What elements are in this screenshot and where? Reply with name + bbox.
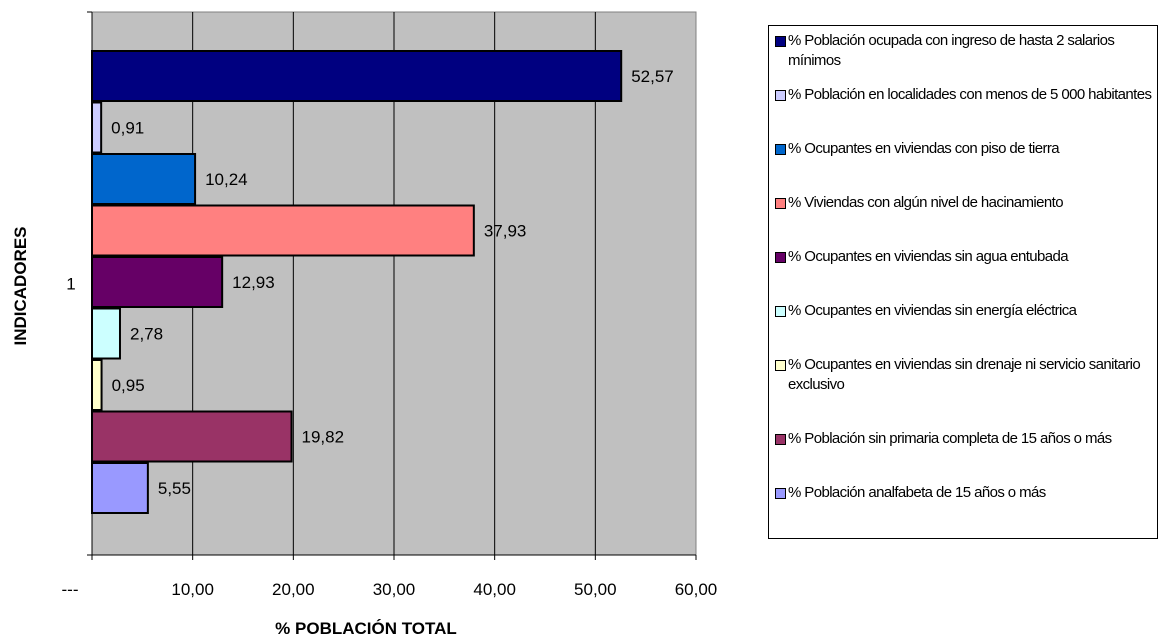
data-label: 2,78 (130, 325, 163, 344)
legend-label: % Viviendas con algún nivel de hacinamie… (788, 194, 1064, 211)
legend-swatch (775, 252, 786, 263)
bar (91, 359, 103, 411)
legend-label: % Ocupantes en viviendas sin energía elé… (788, 302, 1077, 319)
data-label: 37,93 (484, 222, 527, 241)
legend-label: % Ocupantes en viviendas sin drenaje ni … (788, 356, 1141, 393)
legend-swatch (775, 90, 786, 101)
data-label: 0,91 (111, 119, 144, 138)
legend-swatch (775, 198, 786, 209)
data-label: 0,95 (112, 376, 145, 395)
data-labels: 52,57 0,91 10,24 37,93 12,93 2,78 0,95 19,82 5,5… (111, 67, 674, 498)
bar (91, 153, 197, 205)
data-label: 52,57 (631, 67, 674, 86)
legend: % Población ocupada con ingreso de hasta… (768, 25, 1158, 539)
legend-item: % Viviendas con algún nivel de hacinamie… (775, 193, 1153, 213)
data-label: 12,93 (232, 273, 275, 292)
bar (91, 410, 293, 463)
legend-swatch (775, 360, 786, 371)
x-tick-label: 60,00 (675, 580, 718, 599)
gridlines (192, 12, 596, 555)
data-label: 19,82 (302, 428, 345, 447)
x-axis-title: % POBLACIÓN TOTAL (275, 619, 457, 638)
legend-item: % Ocupantes en viviendas con piso de tie… (775, 139, 1153, 159)
data-label: 5,55 (158, 479, 191, 498)
bar-chart: 1 --- 10,00 20,00 30,00 40,00 50,00 60,00 52,57… (11, 11, 718, 638)
legend-label: % Población en localidades con menos de … (788, 86, 1152, 103)
legend-item: % Población en localidades con menos de … (775, 85, 1153, 105)
x-tick-label: 50,00 (574, 580, 617, 599)
legend-item: % Ocupantes en viviendas sin agua entuba… (775, 247, 1153, 267)
legend-swatch (775, 434, 786, 445)
legend-swatch (775, 36, 786, 47)
bar (91, 50, 623, 102)
legend-swatch (775, 306, 786, 317)
legend-label: % Ocupantes en viviendas con piso de tie… (788, 140, 1060, 157)
data-label: 10,24 (205, 170, 248, 189)
y-axis-title: INDICADORES (11, 226, 30, 345)
bar (91, 101, 103, 154)
legend-item: % Población sin primaria completa de 15 … (775, 429, 1153, 449)
x-tick-label: --- (62, 580, 79, 599)
legend-label: % Población ocupada con ingreso de hasta… (788, 32, 1115, 69)
legend-swatch (775, 144, 786, 155)
bar (91, 256, 224, 308)
bar (91, 462, 149, 514)
legend-label: % Población sin primaria completa de 15 … (788, 430, 1112, 447)
legend-label: % Ocupantes en viviendas sin agua entuba… (788, 248, 1069, 265)
bar (91, 307, 121, 360)
x-tick-label: 40,00 (473, 580, 516, 599)
x-tick-label: 20,00 (272, 580, 315, 599)
legend-item: % Ocupantes en viviendas sin drenaje ni … (775, 355, 1153, 395)
axes: 1 --- 10,00 20,00 30,00 40,00 50,00 60,00 (62, 11, 718, 599)
x-tick-label: 10,00 (171, 580, 214, 599)
bar (91, 204, 475, 257)
legend-label: % Población analfabeta de 15 años o más (788, 484, 1046, 501)
legend-swatch (775, 488, 786, 499)
legend-item: % Población ocupada con ingreso de hasta… (775, 31, 1153, 71)
y-tick-label: 1 (66, 275, 75, 294)
x-tick-label: 30,00 (373, 580, 416, 599)
legend-item: % Población analfabeta de 15 años o más (775, 483, 1153, 503)
legend-item: % Ocupantes en viviendas sin energía elé… (775, 301, 1153, 321)
